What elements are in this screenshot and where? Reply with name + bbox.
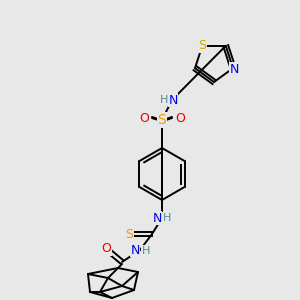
Text: N: N — [229, 63, 239, 76]
Text: S: S — [198, 39, 206, 52]
Text: H: H — [163, 213, 171, 223]
Text: O: O — [139, 112, 149, 124]
Text: S: S — [125, 227, 133, 241]
Text: O: O — [101, 242, 111, 256]
Text: O: O — [175, 112, 185, 124]
Text: N: N — [130, 244, 140, 256]
Text: H: H — [160, 95, 168, 105]
Text: N: N — [168, 94, 178, 106]
Text: N: N — [152, 212, 162, 224]
Text: S: S — [158, 113, 166, 127]
Text: H: H — [142, 246, 150, 256]
